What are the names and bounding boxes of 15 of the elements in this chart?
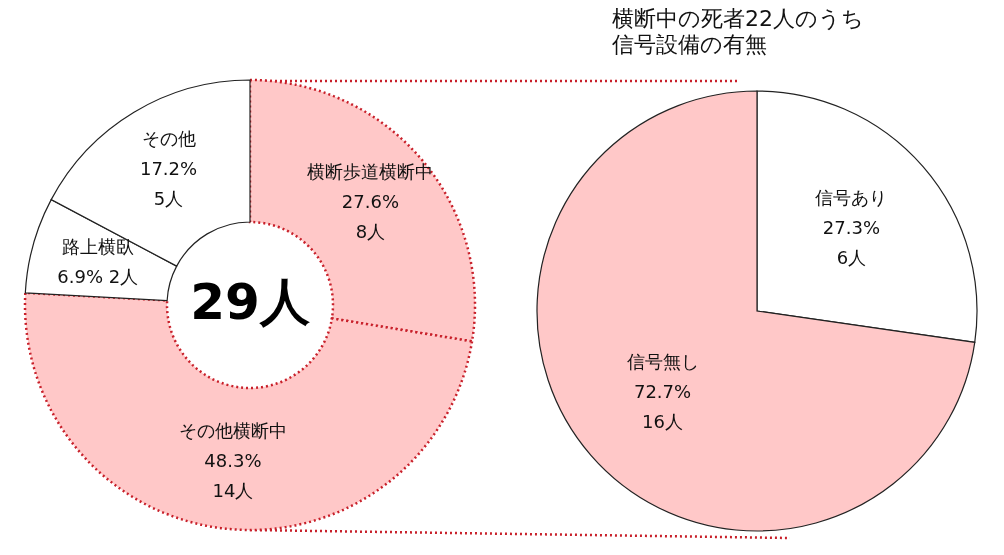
data-label: 72.7% 16人 [633, 380, 692, 432]
data-label: 17.2% 5人 [139, 157, 198, 209]
data-label: 6.9% 2人 [57, 265, 139, 287]
chart-title: 横断中の死者22人のうち信号設備の有無 [612, 6, 864, 57]
slice-label: 横断歩道横断中 [307, 160, 434, 182]
slice-label: その他 [141, 127, 196, 149]
slice-label: 信号あり [815, 187, 888, 209]
slice-label: 路上横臥 [61, 235, 134, 257]
pie-slice [536, 90, 976, 532]
slice-label: 信号無し [626, 350, 699, 372]
text: 29人 [190, 272, 310, 331]
data-label: 27.3% 6人 [822, 217, 881, 269]
data-label: 48.3% 14人 [204, 450, 262, 502]
data-label: 27.6% 8人 [341, 190, 400, 242]
slice-label: その他横断中 [178, 420, 287, 442]
